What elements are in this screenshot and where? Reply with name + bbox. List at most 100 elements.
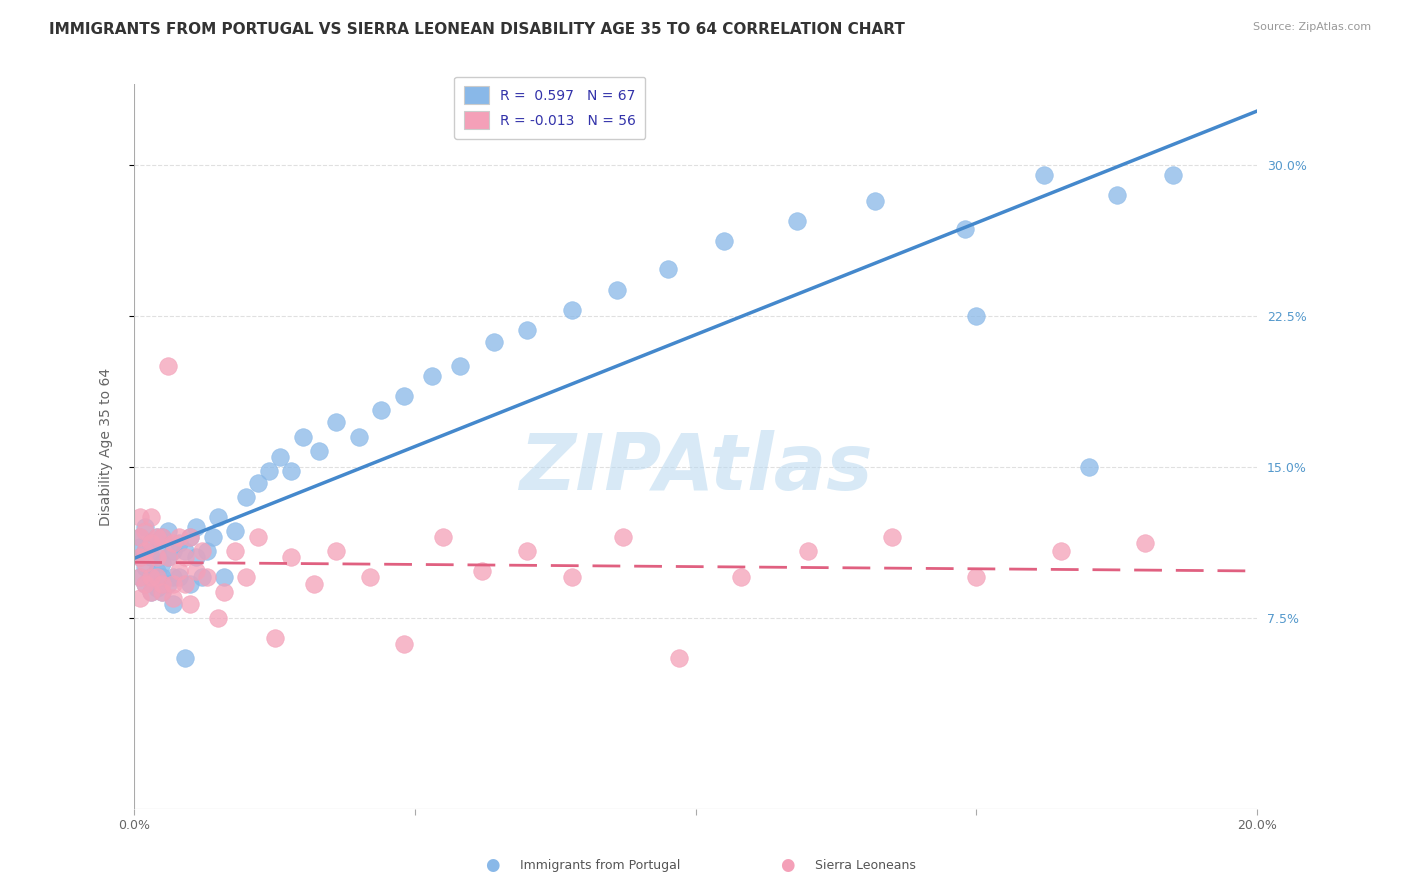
Point	[730, 570, 752, 584]
Point	[1049, 544, 1071, 558]
Point	[325, 416, 347, 430]
Point	[561, 302, 583, 317]
Point	[179, 597, 201, 611]
Legend: R =  0.597   N = 67, R = -0.013   N = 56: R = 0.597 N = 67, R = -0.013 N = 56	[454, 77, 645, 139]
Point	[195, 544, 218, 558]
Point	[134, 544, 156, 558]
Point	[263, 631, 285, 645]
Point	[162, 576, 184, 591]
Point	[156, 550, 179, 565]
Point	[179, 530, 201, 544]
Point	[257, 464, 280, 478]
Point	[1161, 168, 1184, 182]
Point	[370, 403, 392, 417]
Point	[128, 510, 150, 524]
Point	[392, 637, 415, 651]
Point	[246, 475, 269, 490]
Point	[965, 309, 987, 323]
Point	[128, 530, 150, 544]
Point	[786, 214, 808, 228]
Point	[139, 550, 162, 565]
Point	[173, 576, 195, 591]
Point	[1077, 459, 1099, 474]
Point	[173, 550, 195, 565]
Point	[713, 234, 735, 248]
Point	[167, 565, 190, 579]
Point	[128, 530, 150, 544]
Point	[207, 510, 229, 524]
Point	[184, 550, 207, 565]
Text: ●: ●	[485, 856, 499, 874]
Text: ●: ●	[780, 856, 794, 874]
Point	[449, 359, 471, 373]
Point	[128, 550, 150, 565]
Text: IMMIGRANTS FROM PORTUGAL VS SIERRA LEONEAN DISABILITY AGE 35 TO 64 CORRELATION C: IMMIGRANTS FROM PORTUGAL VS SIERRA LEONE…	[49, 22, 905, 37]
Point	[173, 651, 195, 665]
Point	[139, 536, 162, 550]
Point	[156, 524, 179, 538]
Text: Source: ZipAtlas.com: Source: ZipAtlas.com	[1253, 22, 1371, 32]
Point	[139, 570, 162, 584]
Point	[516, 544, 538, 558]
Point	[179, 576, 201, 591]
Point	[291, 429, 314, 443]
Point	[865, 194, 887, 208]
Point	[150, 570, 173, 584]
Point	[145, 565, 167, 579]
Point	[128, 550, 150, 565]
Point	[212, 570, 235, 584]
Point	[882, 530, 904, 544]
Point	[561, 570, 583, 584]
Point	[134, 524, 156, 538]
Point	[173, 544, 195, 558]
Point	[139, 536, 162, 550]
Point	[432, 530, 454, 544]
Point	[471, 565, 494, 579]
Point	[128, 570, 150, 584]
Point	[420, 369, 443, 384]
Point	[134, 544, 156, 558]
Point	[190, 570, 212, 584]
Point	[302, 576, 325, 591]
Point	[139, 510, 162, 524]
Point	[150, 584, 173, 599]
Point	[128, 570, 150, 584]
Point	[201, 530, 224, 544]
Point	[347, 429, 370, 443]
Point	[184, 565, 207, 579]
Text: Sierra Leoneans: Sierra Leoneans	[815, 859, 917, 872]
Point	[150, 557, 173, 571]
Point	[280, 464, 302, 478]
Point	[965, 570, 987, 584]
Point	[269, 450, 291, 464]
Point	[482, 334, 505, 349]
Point	[156, 359, 179, 373]
Point	[797, 544, 820, 558]
Point	[516, 323, 538, 337]
Point	[139, 584, 162, 599]
Point	[134, 557, 156, 571]
Point	[1032, 168, 1054, 182]
Point	[224, 524, 246, 538]
Point	[657, 262, 679, 277]
Point	[145, 530, 167, 544]
Point	[280, 550, 302, 565]
Point	[128, 541, 150, 555]
Point	[167, 530, 190, 544]
Point	[190, 544, 212, 558]
Point	[224, 544, 246, 558]
Point	[145, 570, 167, 584]
Point	[134, 576, 156, 591]
Point	[162, 570, 184, 584]
Point	[308, 443, 330, 458]
Text: ZIPAtlas: ZIPAtlas	[519, 430, 872, 507]
Point	[150, 576, 173, 591]
Point	[207, 611, 229, 625]
Point	[179, 530, 201, 544]
Point	[212, 584, 235, 599]
Point	[953, 222, 976, 236]
Point	[325, 544, 347, 558]
Point	[156, 576, 179, 591]
Point	[162, 536, 184, 550]
Point	[150, 584, 173, 599]
